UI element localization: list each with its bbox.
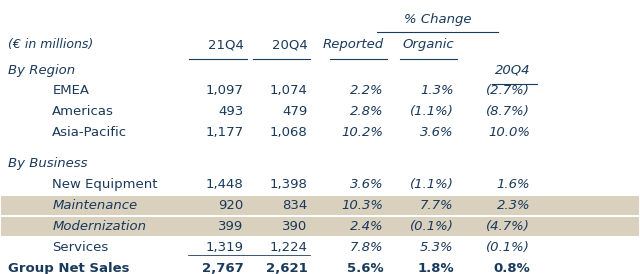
Text: 3.6%: 3.6%: [350, 178, 384, 191]
Text: 920: 920: [218, 199, 244, 212]
Text: 3.6%: 3.6%: [420, 126, 454, 139]
Text: 399: 399: [218, 220, 244, 233]
Text: (8.7%): (8.7%): [486, 105, 531, 118]
Text: (1.1%): (1.1%): [410, 178, 454, 191]
Text: 2,767: 2,767: [202, 262, 244, 274]
Text: 7.7%: 7.7%: [420, 199, 454, 212]
Text: 1,398: 1,398: [269, 178, 307, 191]
Text: 1.6%: 1.6%: [497, 178, 531, 191]
Text: 20Q4: 20Q4: [495, 64, 531, 76]
Text: (1.1%): (1.1%): [410, 105, 454, 118]
Text: 10.0%: 10.0%: [488, 126, 531, 139]
Text: Americas: Americas: [52, 105, 115, 118]
Text: 5.3%: 5.3%: [420, 241, 454, 254]
Text: New Equipment: New Equipment: [52, 178, 158, 191]
Text: By Region: By Region: [8, 64, 75, 76]
Text: EMEA: EMEA: [52, 84, 90, 98]
Text: 834: 834: [282, 199, 307, 212]
Text: 1.3%: 1.3%: [420, 84, 454, 98]
Text: 1,224: 1,224: [269, 241, 307, 254]
Text: 1.8%: 1.8%: [417, 262, 454, 274]
Text: 493: 493: [218, 105, 244, 118]
Text: 1,319: 1,319: [205, 241, 244, 254]
Text: Organic: Organic: [402, 38, 454, 51]
Text: 2.4%: 2.4%: [350, 220, 384, 233]
Text: 2,621: 2,621: [266, 262, 307, 274]
Text: (0.1%): (0.1%): [486, 241, 531, 254]
Text: % Change: % Change: [404, 13, 472, 26]
Text: Services: Services: [52, 241, 109, 254]
Text: 2.3%: 2.3%: [497, 199, 531, 212]
Text: 20Q4: 20Q4: [271, 38, 307, 51]
Text: 390: 390: [282, 220, 307, 233]
Text: 0.8%: 0.8%: [493, 262, 531, 274]
Text: 10.3%: 10.3%: [342, 199, 384, 212]
Text: 10.2%: 10.2%: [342, 126, 384, 139]
FancyBboxPatch shape: [1, 217, 639, 236]
Text: 7.8%: 7.8%: [350, 241, 384, 254]
Text: Asia-Pacific: Asia-Pacific: [52, 126, 127, 139]
Text: Modernization: Modernization: [52, 220, 147, 233]
FancyBboxPatch shape: [1, 196, 639, 215]
Text: 2.2%: 2.2%: [350, 84, 384, 98]
Text: Group Net Sales: Group Net Sales: [8, 262, 129, 274]
Text: 1,097: 1,097: [205, 84, 244, 98]
Text: 2.8%: 2.8%: [350, 105, 384, 118]
Text: 21Q4: 21Q4: [207, 38, 244, 51]
Text: Reported: Reported: [323, 38, 384, 51]
Text: 1,448: 1,448: [206, 178, 244, 191]
Text: (€ in millions): (€ in millions): [8, 38, 93, 51]
Text: 1,177: 1,177: [205, 126, 244, 139]
Text: By Business: By Business: [8, 158, 87, 170]
Text: 1,068: 1,068: [269, 126, 307, 139]
Text: (0.1%): (0.1%): [410, 220, 454, 233]
Text: 5.6%: 5.6%: [347, 262, 384, 274]
Text: Maintenance: Maintenance: [52, 199, 138, 212]
Text: 479: 479: [282, 105, 307, 118]
Text: (4.7%): (4.7%): [486, 220, 531, 233]
Text: 1,074: 1,074: [269, 84, 307, 98]
Text: (2.7%): (2.7%): [486, 84, 531, 98]
